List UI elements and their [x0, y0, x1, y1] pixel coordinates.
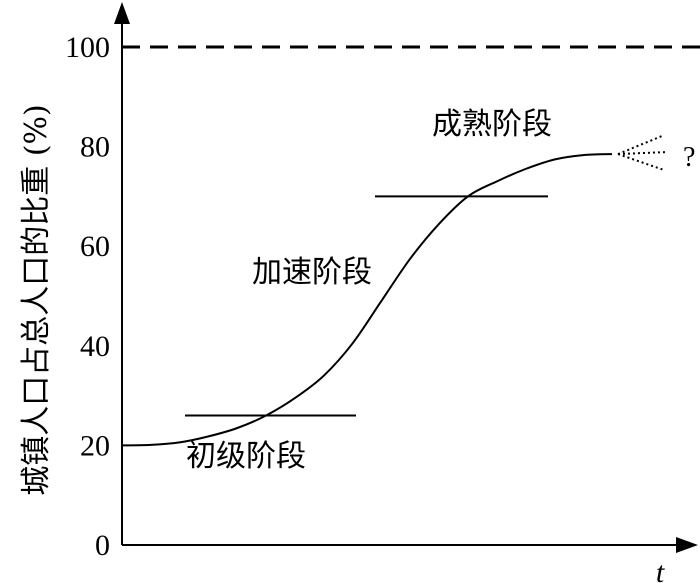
- y-axis-arrow-icon: [114, 2, 130, 24]
- stage-label-mature: 成熟阶段: [432, 107, 552, 142]
- forecast-label: ?: [683, 142, 695, 173]
- x-axis: [122, 537, 698, 553]
- series-line: [121, 153, 613, 447]
- forecast-line-2: [617, 151, 669, 156]
- y-tick-label: 0: [95, 529, 110, 562]
- y-tick-label: 20: [80, 429, 110, 462]
- forecast-lines: [617, 135, 669, 171]
- stage-label-initial: 初级阶段: [186, 439, 306, 474]
- y-tick-labels: 0 20 40 60 80 100: [65, 31, 110, 562]
- y-tick-label: 100: [65, 31, 110, 64]
- y-tick-label: 40: [80, 330, 110, 363]
- y-tick-label: 60: [80, 230, 110, 263]
- forecast-line-3: [617, 153, 665, 171]
- x-axis-label: t: [656, 556, 665, 583]
- x-axis-arrow-icon: [676, 537, 698, 553]
- y-tick-label: 80: [80, 131, 110, 164]
- y-axis-label: 城镇人口占总人口的比重 (%): [19, 104, 54, 495]
- forecast-line-1: [617, 135, 663, 155]
- y-axis: [114, 2, 130, 545]
- stage-label-accelerated: 加速阶段: [252, 255, 372, 290]
